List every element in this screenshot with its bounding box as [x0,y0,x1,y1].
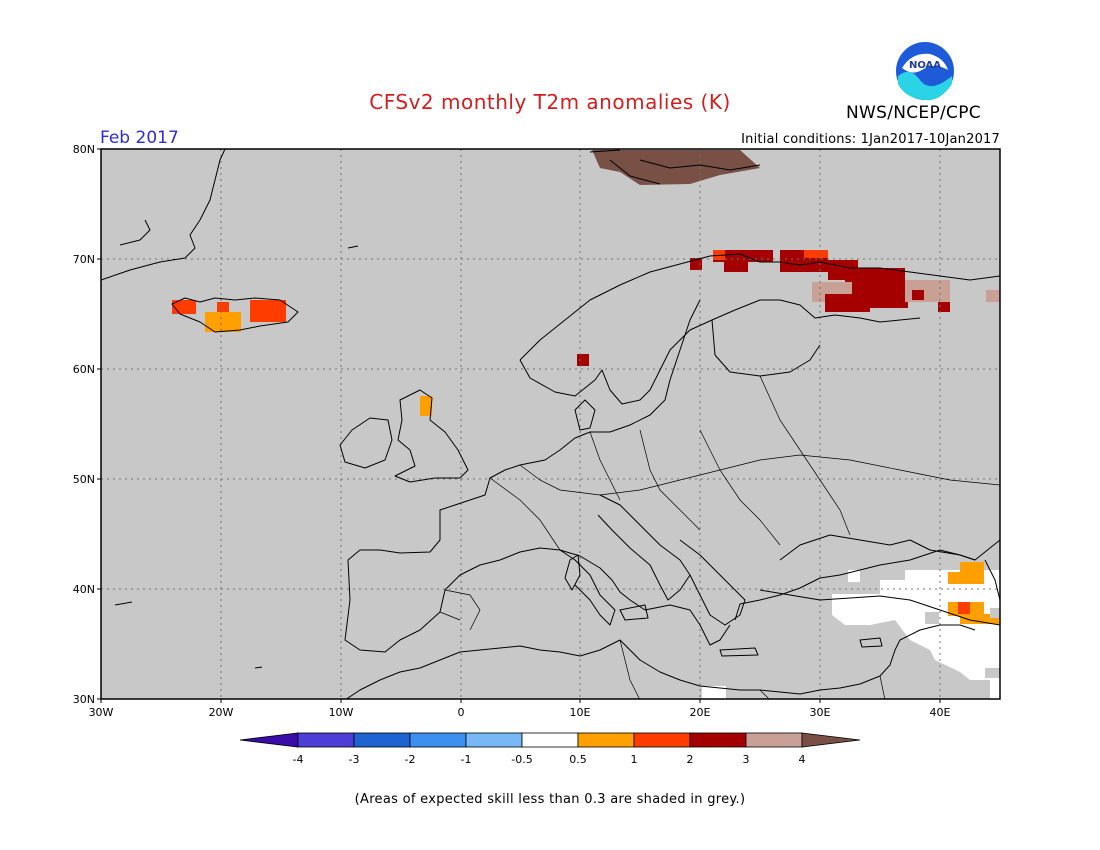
anomaly-map: 80N 70N 60N 50N 40N 30N 30W 20W 10W 0 10… [73,143,1001,719]
legend-tick-label: -3 [349,753,360,766]
legend-arrow-low [239,732,299,748]
legend-swatch [353,732,411,748]
legend-swatch [465,732,523,748]
legend-swatch [577,732,635,748]
initial-conditions: Initial conditions: 1Jan2017-10Jan2017 [741,132,1000,147]
lat-label: 70N [73,253,95,266]
coastlines [101,149,1000,699]
lon-label: 30W [89,706,114,719]
legend-swatch [633,732,691,748]
legend-swatch [689,732,747,748]
lat-label: 80N [73,143,95,156]
legend-tick-label: -4 [293,753,304,766]
lon-label: 0 [458,706,465,719]
legend-tick-label: -0.5 [511,753,532,766]
forecast-month: Feb 2017 [100,128,179,148]
longitude-labels: 30W 20W 10W 0 10E 20E 30E 40E [89,706,951,719]
legend-swatch [409,732,467,748]
legend-tick-label: -2 [405,753,416,766]
axis-ticks [97,148,941,703]
lon-label: 20E [690,706,711,719]
lon-label: 30E [810,706,831,719]
map-gridlines [101,149,1000,699]
lat-label: 30N [73,693,95,706]
lat-label: 40N [73,583,95,596]
map-frame [100,148,1001,700]
noaa-logo-text: NOAA [909,60,941,71]
skill-footnote: (Areas of expected skill less than 0.3 a… [354,792,746,807]
legend-tick-label: 2 [687,753,694,766]
lat-label: 60N [73,363,95,376]
legend-tick-label: 0.5 [569,753,587,766]
legend-tick-label: 4 [799,753,806,766]
legend-tick-label: -1 [461,753,472,766]
legend-tick-label: 3 [743,753,750,766]
legend-swatch [521,732,579,748]
lon-label: 10W [329,706,354,719]
legend-swatches [239,732,861,748]
lat-label: 50N [73,473,95,486]
latitude-labels: 80N 70N 60N 50N 40N 30N [73,143,95,706]
noaa-logo: NOAA [896,42,954,101]
agency-label: NWS/NCEP/CPC [846,103,981,123]
legend-tick-label: 1 [631,753,638,766]
color-legend: -4 -3 -2 -1 -0.5 0.5 1 2 3 4 [239,732,861,766]
lon-label: 10E [570,706,591,719]
lon-label: 20W [209,706,234,719]
chart-title: CFSv2 monthly T2m anomalies (K) [369,90,731,114]
country-borders [439,375,1000,699]
legend-swatch [297,732,355,748]
lon-label: 40E [930,706,951,719]
legend-arrow-high [801,732,861,748]
legend-tick-labels: -4 -3 -2 -1 -0.5 0.5 1 2 3 4 [293,753,806,766]
legend-swatch [745,732,803,748]
anomaly-shading [172,150,1000,699]
